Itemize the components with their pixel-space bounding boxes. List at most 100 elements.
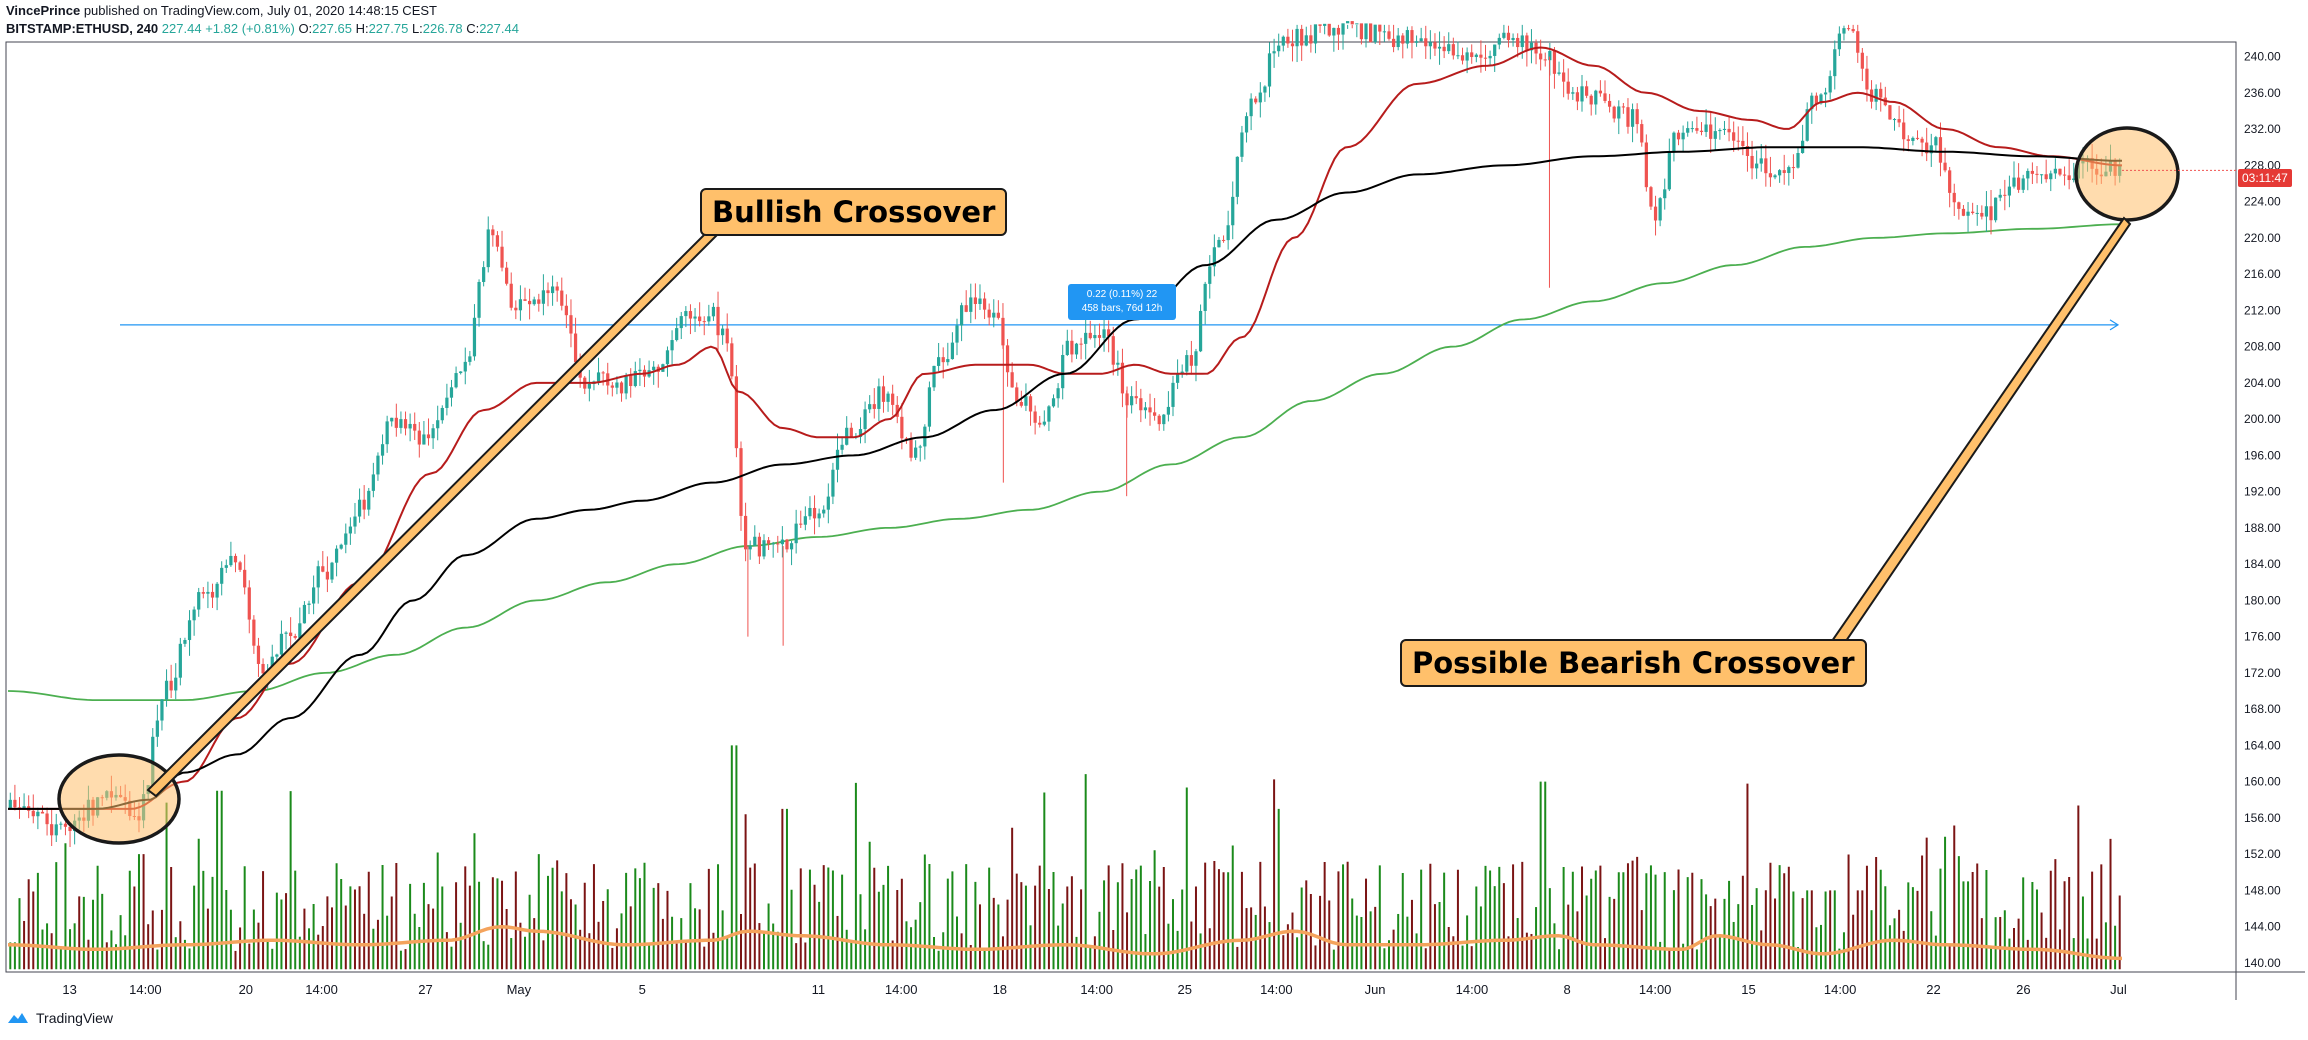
candle-body: [909, 439, 913, 458]
candle-body: [1778, 170, 1782, 176]
candle-body: [1562, 72, 1566, 82]
candle-body: [408, 423, 412, 429]
x-tick-label: 14:00: [1824, 982, 1857, 997]
candle-body: [187, 620, 192, 641]
candle-body: [1166, 406, 1171, 415]
candle-body: [2007, 186, 2012, 196]
candle-body: [550, 286, 555, 294]
x-tick-label: 5: [639, 982, 646, 997]
candle-body: [1005, 345, 1010, 373]
candle-body: [1621, 106, 1625, 108]
candle-body: [881, 386, 886, 402]
candle-body: [702, 321, 706, 323]
candle-body: [316, 566, 320, 588]
candle-body: [1061, 355, 1065, 389]
candle-body: [1994, 197, 1998, 221]
candle-body: [973, 297, 977, 305]
candle-body: [1819, 94, 1823, 104]
candle-body: [1024, 396, 1028, 406]
candle-body: [1598, 90, 1603, 94]
candle-body: [698, 316, 702, 322]
candle-body: [1497, 37, 1501, 45]
candle-body: [1281, 36, 1285, 46]
candle-body: [817, 513, 821, 519]
candle-body: [1704, 124, 1708, 132]
candle-body: [624, 375, 628, 394]
candle-body: [54, 824, 58, 836]
candle-body: [1074, 343, 1079, 355]
candle-body: [1948, 170, 1952, 193]
candle-body: [1681, 132, 1685, 140]
candle-body: [238, 562, 242, 570]
candle-body: [633, 371, 637, 387]
candle-body: [357, 499, 362, 517]
candle-body: [1989, 206, 1993, 221]
candle-body: [1419, 38, 1423, 42]
candle-body: [1373, 24, 1377, 43]
candle-body: [1856, 31, 1860, 53]
candle-body: [610, 385, 614, 388]
candle-body: [1750, 155, 1754, 169]
candle-body: [13, 799, 17, 808]
candle-body: [1010, 372, 1014, 388]
candle-body: [725, 328, 729, 344]
tradingview-logo[interactable]: TradingView: [6, 1010, 113, 1026]
candle-body: [693, 316, 697, 319]
x-tick-label: 27: [418, 982, 432, 997]
y-tick-label: 164.00: [2244, 738, 2281, 752]
candle-body: [996, 312, 1000, 318]
bearish-crossover-callout: Possible Bearish Crossover: [1400, 639, 1867, 687]
candle-body: [1382, 31, 1387, 33]
candle-body: [1718, 129, 1722, 132]
author-name[interactable]: VincePrince: [6, 3, 81, 18]
candle-body: [969, 297, 973, 312]
candle-body: [1952, 192, 1956, 203]
candle-body: [518, 299, 523, 311]
candle-body: [334, 548, 339, 563]
candle-body: [2058, 168, 2062, 175]
candle-body: [1516, 37, 1520, 48]
candle-body: [371, 474, 375, 491]
candle-body: [766, 540, 771, 544]
plot-frame: [5, 41, 2237, 973]
candle-body: [955, 325, 959, 343]
candle-body: [1221, 239, 1226, 241]
candle-body: [413, 423, 417, 431]
candle-body: [523, 299, 527, 301]
candle-body: [895, 404, 899, 417]
candle-body: [987, 309, 991, 318]
candle-body: [1111, 336, 1115, 365]
candle-body: [1663, 189, 1667, 199]
candle-body: [1447, 44, 1451, 52]
candle-body: [1525, 35, 1529, 51]
candle-body: [812, 507, 817, 519]
candle-body: [302, 604, 307, 624]
candle-body: [431, 428, 435, 439]
symbol-label[interactable]: BITSTAMP:ETHUSD, 240: [6, 21, 159, 36]
candle-body: [762, 540, 766, 557]
x-tick-label: 18: [993, 982, 1007, 997]
candle-body: [243, 569, 247, 588]
candle-body: [1203, 283, 1207, 311]
candle-body: [1143, 407, 1148, 411]
candle-body: [376, 455, 380, 475]
candle-body: [1295, 28, 1299, 47]
candle-body: [1566, 81, 1570, 94]
candle-body: [757, 536, 761, 557]
candle-body: [1474, 54, 1478, 58]
candle-body: [1456, 55, 1460, 57]
candle-body: [1157, 415, 1161, 425]
last-price: 227.44: [161, 21, 202, 36]
candle-body: [1401, 35, 1405, 44]
candle-body: [1244, 116, 1249, 133]
candle-body: [1773, 175, 1777, 178]
volume-ma-line: [7, 924, 2123, 961]
candle-body: [399, 419, 403, 428]
candle-body: [886, 393, 890, 402]
candle-body: [1212, 247, 1216, 267]
candle-body: [1626, 107, 1630, 127]
candle-body: [339, 544, 343, 549]
candle-body: [2035, 173, 2039, 175]
candle-body: [1787, 167, 1791, 173]
